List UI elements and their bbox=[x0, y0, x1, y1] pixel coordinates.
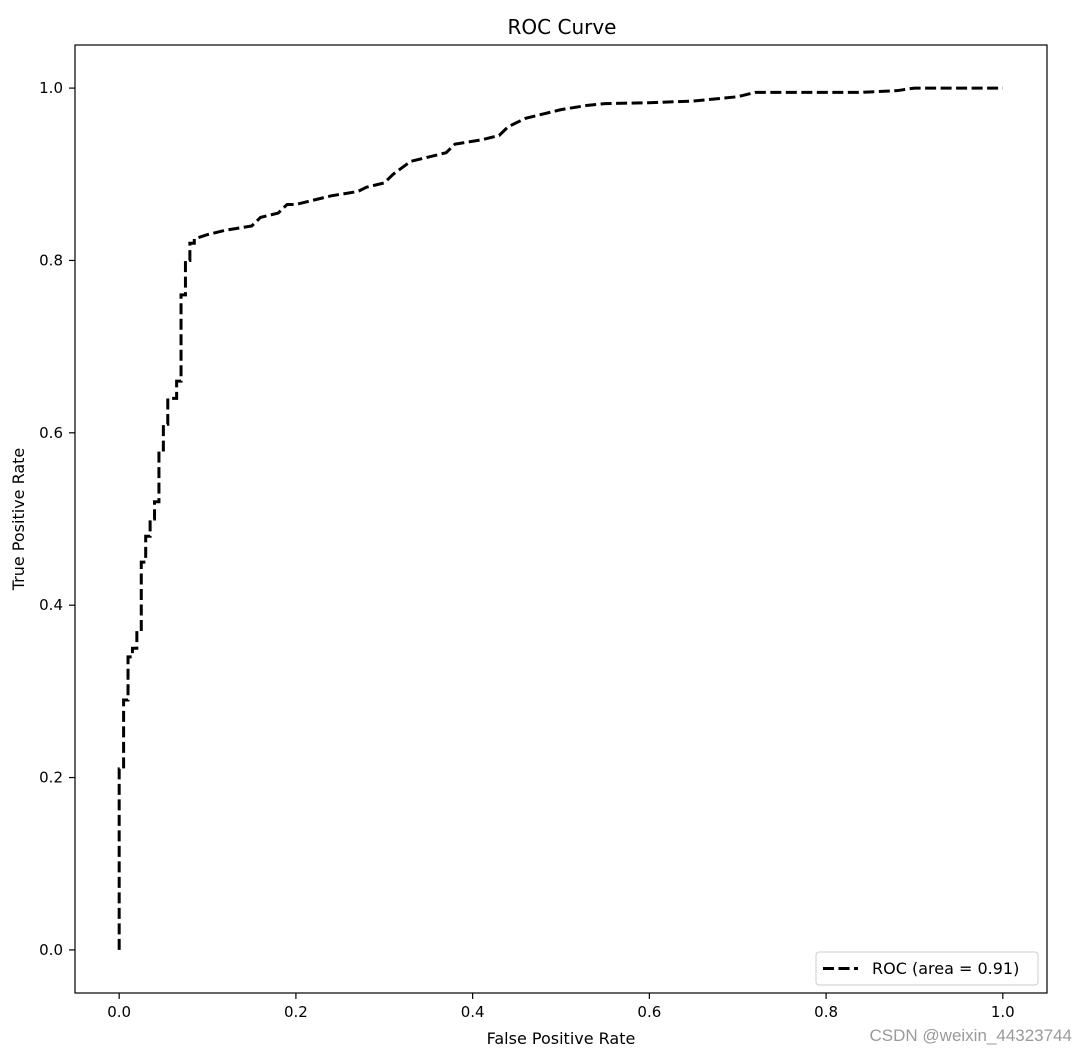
legend: ROC (area = 0.91) bbox=[815, 951, 1039, 986]
plot-area: 0.0 0.2 0.4 0.6 0.8 1.0 0.0 0.2 0.4 0.6 0.8 1.0 bbox=[39, 79, 1015, 1021]
axes-frame bbox=[74, 44, 1048, 994]
x-tick-label: 1.0 bbox=[991, 1003, 1015, 1021]
y-tick-label: 0.2 bbox=[39, 769, 63, 787]
roc-curve-line bbox=[117, 86, 1003, 950]
y-axis-label: True Positive Rate bbox=[9, 448, 28, 592]
y-tick-label: 0.6 bbox=[39, 424, 63, 442]
y-tick-label: 0.0 bbox=[39, 941, 63, 959]
x-tick-label: 0.8 bbox=[814, 1003, 838, 1021]
x-tick-label: 0.6 bbox=[637, 1003, 661, 1021]
x-tick-label: 0.4 bbox=[461, 1003, 485, 1021]
y-tick-label: 0.8 bbox=[39, 251, 63, 269]
x-axis-label: False Positive Rate bbox=[487, 1029, 636, 1048]
x-tick-label: 0.0 bbox=[107, 1003, 131, 1021]
y-tick-label: 1.0 bbox=[39, 79, 63, 97]
x-tick-label: 0.2 bbox=[284, 1003, 308, 1021]
watermark: CSDN @weixin_44323744 bbox=[869, 1026, 1072, 1045]
legend-box bbox=[815, 951, 1039, 986]
y-tick-label: 0.4 bbox=[39, 596, 63, 614]
legend-label: ROC (area = 0.91) bbox=[872, 959, 1019, 978]
chart-title: ROC Curve bbox=[508, 15, 617, 39]
